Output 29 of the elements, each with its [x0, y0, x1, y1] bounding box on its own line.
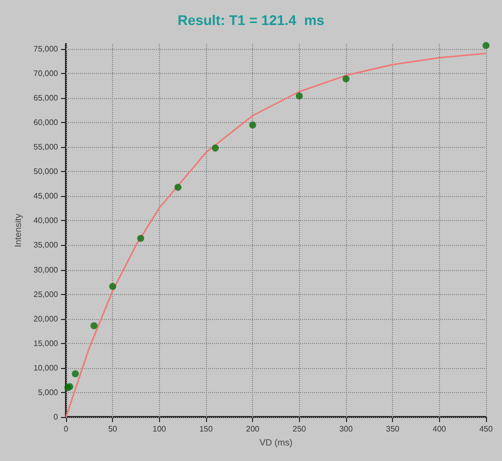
chart-title: Result: T1 = 121.4 ms — [178, 12, 325, 28]
x-tick-label: 350 — [386, 424, 400, 434]
y-tick-label: 20,000 — [34, 314, 59, 324]
y-tick-label: 65,000 — [34, 93, 59, 102]
x-tick-label: 50 — [108, 424, 118, 434]
y-tick-label: 75,000 — [34, 44, 59, 54]
x-tick-label: 200 — [246, 424, 260, 434]
y-tick-label: 10,000 — [34, 363, 59, 372]
y-tick-label: 40,000 — [34, 216, 59, 226]
y-tick-label: 70,000 — [34, 68, 59, 78]
y-tick-label: 30,000 — [34, 265, 59, 274]
y-tick-label: 15,000 — [34, 338, 59, 348]
y-tick-label: 5,000 — [38, 388, 59, 397]
x-tick-label: 450 — [479, 424, 494, 434]
x-axis-title: VD (ms) — [260, 437, 292, 448]
y-tick-label: 35,000 — [34, 240, 59, 250]
x-tick-label: 400 — [432, 424, 447, 434]
y-tick-label: 60,000 — [34, 118, 59, 128]
y-tick-label: 45,000 — [34, 192, 59, 201]
x-tick-label: 100 — [152, 424, 167, 434]
x-tick-label: 0 — [64, 424, 69, 434]
y-tick-label: 50,000 — [34, 167, 59, 176]
y-axis-title: Intensity — [13, 213, 24, 248]
x-tick-label: 250 — [292, 424, 307, 434]
x-tick-label: 300 — [339, 424, 354, 434]
y-tick-label: 0 — [54, 412, 59, 422]
y-tick-label: 55,000 — [34, 142, 59, 152]
y-tick-label: 25,000 — [34, 290, 59, 299]
x-tick-label: 150 — [199, 424, 214, 434]
